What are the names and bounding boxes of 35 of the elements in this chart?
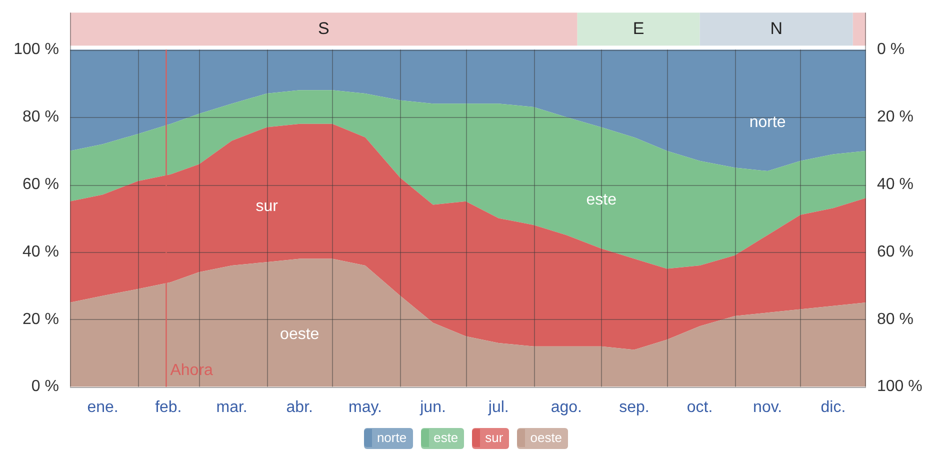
band-label: S xyxy=(318,18,330,38)
x-tick-label: may. xyxy=(348,398,382,416)
y2-tick-label: 40 % xyxy=(877,176,914,193)
legend-label: sur xyxy=(472,428,510,449)
x-tick-label: nov. xyxy=(753,398,782,416)
x-tick-label: jul. xyxy=(487,398,509,416)
y2-tick-label: 80 % xyxy=(877,310,914,328)
legend-label: oeste xyxy=(517,428,568,449)
y2-tick-label: 100 % xyxy=(877,378,922,396)
legend-label: norte xyxy=(364,428,413,449)
y-tick-label: 20 % xyxy=(22,310,59,328)
x-tick-label: jun. xyxy=(419,398,446,416)
y2-tick-label: 20 % xyxy=(877,108,914,126)
x-tick-label: dic. xyxy=(820,398,846,416)
x-tick-label: feb. xyxy=(155,398,182,416)
y2-tick-label: 0 % xyxy=(877,41,905,58)
text: este xyxy=(586,191,617,208)
y2-tick-label: 60 % xyxy=(877,243,914,260)
x-tick-label: ago. xyxy=(550,398,582,416)
x-tick-label: abr. xyxy=(286,398,313,416)
text: sur xyxy=(256,198,278,216)
text: oeste xyxy=(280,326,320,344)
band-label: N xyxy=(770,18,782,38)
text: norte xyxy=(749,114,786,131)
x-tick-label: mar. xyxy=(216,398,248,416)
y-tick-label: 40 % xyxy=(22,243,59,260)
y-tick-label: 0 % xyxy=(31,378,59,396)
x-tick-label: oct. xyxy=(686,398,713,416)
band-label: E xyxy=(632,18,644,38)
y-tick-label: 60 % xyxy=(22,176,59,193)
y-tick-label: 100 % xyxy=(14,41,59,58)
x-tick-label: ene. xyxy=(87,398,118,416)
legend-label: este xyxy=(420,428,464,449)
y-tick-label: 80 % xyxy=(22,108,59,126)
x-tick-label: sep. xyxy=(619,398,650,416)
